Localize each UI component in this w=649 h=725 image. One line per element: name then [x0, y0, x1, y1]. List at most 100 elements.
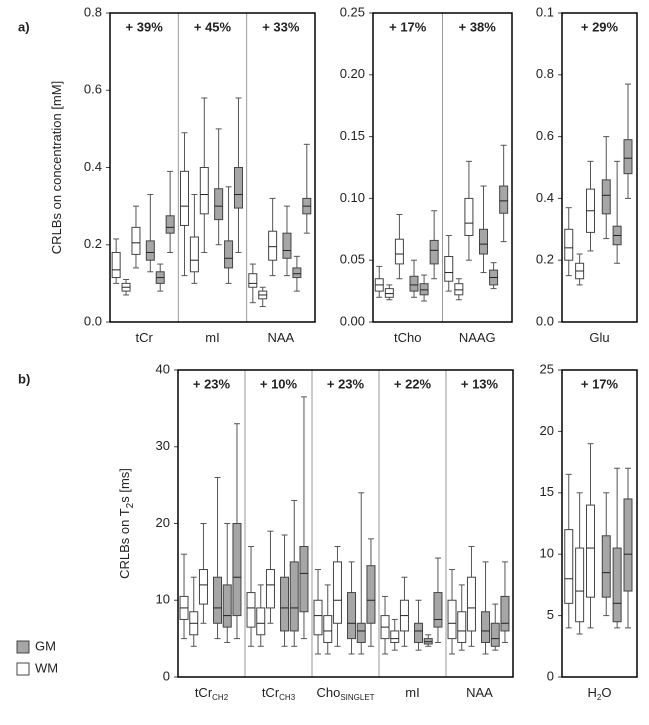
x-tick-label-text: mI — [405, 685, 419, 700]
box — [601, 535, 611, 598]
box — [623, 139, 633, 175]
box — [292, 267, 302, 279]
box — [282, 232, 292, 259]
box — [394, 238, 404, 265]
x-tick-label: NAA — [267, 330, 294, 345]
x-tick-label-text: tCr — [195, 685, 213, 700]
x-tick-label-text: mI — [205, 330, 219, 345]
box — [280, 576, 290, 632]
box — [612, 547, 622, 623]
y-axis-label: CRLBs on T2s [ms] — [117, 468, 135, 579]
legend-swatch — [16, 640, 30, 654]
legend-label: GM — [35, 638, 56, 653]
box — [224, 240, 234, 269]
box — [356, 622, 366, 643]
annotation: + 23% — [193, 376, 231, 391]
annotation: + 39% — [126, 19, 164, 34]
annotation: + 10% — [260, 376, 298, 391]
x-tick-label-text: Glu — [589, 330, 609, 345]
y-tick-label: 20 — [156, 515, 170, 530]
legend-swatch — [16, 662, 30, 676]
box — [289, 561, 299, 632]
annotation: + 13% — [461, 376, 499, 391]
box — [429, 239, 439, 265]
box — [479, 228, 489, 255]
x-tick-label: tCho — [394, 330, 421, 345]
x-tick-label: ChoSINGLET — [316, 685, 374, 702]
box — [198, 569, 208, 605]
box — [575, 547, 585, 623]
y-tick-label: 0.6 — [84, 82, 102, 97]
box — [246, 592, 256, 628]
box — [299, 546, 309, 613]
y-tick-label: 0.8 — [84, 4, 102, 19]
box — [564, 228, 574, 261]
box — [265, 569, 275, 609]
box — [444, 255, 454, 282]
annotation: + 17% — [581, 376, 619, 391]
box — [419, 283, 429, 296]
box — [323, 615, 333, 643]
box — [499, 185, 509, 214]
y-tick-label: 0.4 — [84, 159, 102, 174]
annotation: + 45% — [194, 19, 232, 34]
y-axis-label: CRLBs on concentration [mM] — [49, 81, 64, 254]
box — [586, 504, 595, 598]
box — [111, 251, 121, 279]
y-axis-label-tail: s [ms] — [117, 468, 132, 503]
y-tick-label: 0.05 — [340, 252, 365, 267]
x-tick-label-text: Cho — [316, 685, 340, 700]
y-tick-label: 20 — [540, 423, 554, 438]
plot-frame — [109, 12, 316, 323]
box — [179, 170, 189, 226]
y-tick-label: 0.2 — [536, 252, 554, 267]
y-tick-label: 10 — [540, 546, 554, 561]
y-tick-label: 0.20 — [340, 66, 365, 81]
x-tick-label: tCr — [135, 330, 153, 345]
y-tick-label: 0.8 — [536, 66, 554, 81]
box — [268, 230, 278, 261]
annotation: + 17% — [389, 19, 427, 34]
annotation: + 29% — [581, 19, 619, 34]
y-tick-label: 0.0 — [84, 313, 102, 328]
x-tick-label-text: tCr — [135, 330, 153, 345]
box — [131, 226, 141, 255]
x-tick-label: Glu — [589, 330, 609, 345]
plot-frame — [561, 369, 638, 678]
box — [222, 584, 232, 628]
y-tick-label: 25 — [540, 361, 554, 376]
plot-frame — [561, 12, 638, 323]
box — [213, 576, 223, 624]
panel-label: a) — [18, 19, 30, 34]
box — [390, 630, 400, 643]
y-tick-label: 15 — [540, 484, 554, 499]
y-tick-label: 0 — [163, 668, 170, 683]
box — [232, 523, 242, 617]
x-tick-label-text: NAAG — [459, 330, 496, 345]
plot-frame — [372, 12, 513, 323]
box — [313, 599, 323, 636]
x-tick-label: NAAG — [459, 330, 496, 345]
box — [384, 288, 394, 298]
x-tick-label-text: NAA — [267, 330, 294, 345]
box — [601, 179, 611, 215]
box — [189, 236, 199, 273]
box — [248, 273, 258, 288]
y-tick-label: 0.6 — [536, 128, 554, 143]
y-tick-label: 0.10 — [340, 190, 365, 205]
x-tick-label: mI — [205, 330, 219, 345]
annotation: + 38% — [459, 19, 497, 34]
x-tick-label-sub: CH2 — [212, 693, 229, 702]
x-tick-label-text: NAA — [466, 685, 493, 700]
box — [500, 595, 510, 632]
x-tick-label: mI — [405, 685, 419, 700]
y-axis-label-text: CRLBs on T — [117, 508, 132, 579]
y-axis-label-text: CRLBs on concentration [mM] — [49, 81, 64, 254]
box — [409, 275, 419, 292]
x-tick-label: tCrCH2 — [195, 685, 229, 702]
y-axis-label-sub: 2 — [125, 502, 136, 508]
y-tick-label: 0.1 — [536, 4, 554, 19]
box — [366, 565, 376, 624]
box — [347, 592, 357, 640]
box — [165, 215, 175, 234]
